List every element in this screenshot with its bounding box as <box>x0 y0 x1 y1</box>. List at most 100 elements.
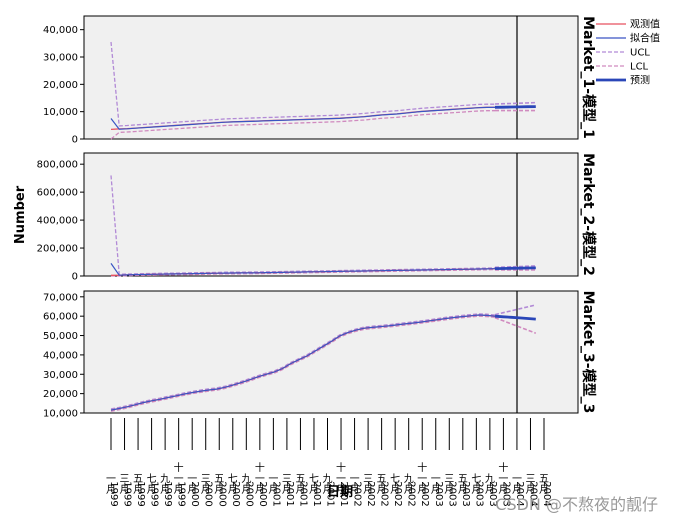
x-tick-label-year: 2002 <box>392 481 403 506</box>
x-tick-label-year: 2002 <box>352 481 363 506</box>
series-forecast-lcl <box>494 316 537 334</box>
x-tick-label-month: 七 <box>147 473 157 485</box>
x-tick-label-month: 七 <box>309 473 319 485</box>
x-tick-label-year: 1999 <box>162 481 173 506</box>
x-tick-label-month: 七 <box>471 473 481 485</box>
series-forecast <box>494 314 536 321</box>
panel-label: Market_1-模型_1 <box>580 16 597 139</box>
x-tick-label-month: 月 <box>241 484 251 496</box>
x-tick-label-month: 月 <box>404 484 414 496</box>
x-tick-label-month: 月 <box>390 484 400 496</box>
series-forecast <box>494 105 536 109</box>
x-tick-label-month: 月 <box>228 484 238 496</box>
x-tick-label-year: 2004 <box>514 481 525 506</box>
legend-label: 预测 <box>630 74 650 87</box>
legend-label: LCL <box>630 62 649 73</box>
x-tick-label-month: 三 <box>201 474 211 485</box>
x-tick-label-year: 2001 <box>325 481 336 506</box>
panel-2: 0 200,000 400,000 600,000 800,000 Market_2-模型… <box>37 152 597 283</box>
x-tick-label-year: 2004 <box>527 481 538 506</box>
x-tick-label-month: 月 <box>363 484 373 496</box>
legend-label: 拟合值 <box>630 32 660 45</box>
x-tick-label-month: 一 <box>174 474 184 485</box>
x-tick-label-month: 一 <box>512 474 522 485</box>
y-tick-label: 40,000 <box>43 25 78 36</box>
x-tick-label-month: 月 <box>458 484 468 496</box>
x-tick-label-year: 2004 <box>541 481 552 506</box>
x-tick-label-month: 月 <box>431 484 441 496</box>
x-tick-label-month: 一 <box>106 474 116 485</box>
x-tick-label-month: 一 <box>431 474 441 485</box>
y-tick-label: 60,000 <box>43 312 78 323</box>
x-tick-label-month: 月 <box>201 484 211 496</box>
x-tick-label-year: 2000 <box>189 481 200 506</box>
x-tick-label-month: 月 <box>295 484 305 496</box>
plot-area <box>83 290 579 414</box>
y-tick-label: 400,000 <box>37 216 78 227</box>
x-tick-label-month: 月 <box>214 484 224 496</box>
x-tick-label-month: 月 <box>147 484 157 496</box>
x-tick-label-year: 2003 <box>433 481 444 506</box>
x-tick-label-month: 七 <box>228 473 238 485</box>
y-tick-label: 20,000 <box>43 80 78 91</box>
x-tick-label-year: 2003 <box>460 481 471 506</box>
series-lcl <box>110 110 495 140</box>
x-tick-label-month: 五 <box>295 474 305 485</box>
x-tick-label-month: 九 <box>241 473 251 485</box>
series-forecast <box>494 266 536 270</box>
x-tick-label-month: 十 <box>417 461 427 474</box>
x-tick-label-month: 五 <box>458 474 468 485</box>
x-tick-label-year: 2002 <box>365 481 376 506</box>
series-lcl <box>111 268 496 277</box>
x-tick-label-month: 月 <box>106 484 116 496</box>
y-tick-label: 70,000 <box>43 292 78 303</box>
x-tick-label-month: 月 <box>498 484 508 496</box>
panel-1: 0 10,000 20,000 30,000 40,000 Market_1-模型_1 <box>43 15 597 146</box>
x-tick-label-month: 五 <box>214 474 224 485</box>
x-tick-label-month: 七 <box>390 473 400 485</box>
x-tick-label-year: 2001 <box>311 481 322 506</box>
x-tick-label-month: 十 <box>498 461 508 474</box>
x-tick-label-year: 2001 <box>270 481 281 506</box>
x-tick-label-year: 2000 <box>216 481 227 506</box>
y-tick-label: 10,000 <box>43 409 78 420</box>
y-tick-label: 50,000 <box>43 331 78 342</box>
x-tick-label-year: 2003 <box>500 481 511 506</box>
watermark: CSDN @不熬夜的靓仔 <box>495 495 658 514</box>
y-tick-label: 20,000 <box>43 389 78 400</box>
series-lcl <box>110 315 496 412</box>
x-tick-label-year: 2000 <box>203 481 214 506</box>
y-tick-label: 800,000 <box>37 160 78 171</box>
y-tick-label: 0 <box>72 135 78 146</box>
x-tick-label-month: 月 <box>336 484 346 496</box>
series-fitted <box>110 106 495 130</box>
x-tick-label-year: 2001 <box>297 481 308 506</box>
x-tick-label-year: 2000 <box>230 481 241 506</box>
x-tick-label-month: 九 <box>323 473 333 485</box>
x-tick-label-month: 三 <box>444 474 454 485</box>
plot-area <box>83 152 579 277</box>
x-tick-label-year: 1999 <box>149 481 160 506</box>
x-tick-label-year: 1999 <box>122 481 133 506</box>
x-tick-label-month: 月 <box>282 484 292 496</box>
x-tick-label-month: 月 <box>539 484 549 496</box>
plot-area <box>83 15 579 140</box>
x-tick-label-month: 三 <box>363 474 373 485</box>
x-tick-label-month: 一 <box>268 474 278 485</box>
x-tick-label-month: 九 <box>485 473 495 485</box>
series-fitted <box>110 263 496 276</box>
x-tick-label-month: 十 <box>174 461 184 474</box>
x-tick-label-month: 五 <box>133 474 143 485</box>
x-tick-label-month: 月 <box>120 484 130 496</box>
x-tick-label-year: 1999 <box>108 481 119 506</box>
x-tick-label-month: 三 <box>525 474 535 485</box>
x-tick-label-month: 月 <box>512 484 522 496</box>
x-tick-label-month: 月 <box>377 484 387 496</box>
x-tick-label-year: 2001 <box>338 481 349 506</box>
x-tick-label-year: 2000 <box>257 481 268 506</box>
series-ucl <box>110 313 496 410</box>
x-tick-label-year: 2001 <box>284 481 295 506</box>
x-tick-label-month: 一 <box>417 474 427 485</box>
